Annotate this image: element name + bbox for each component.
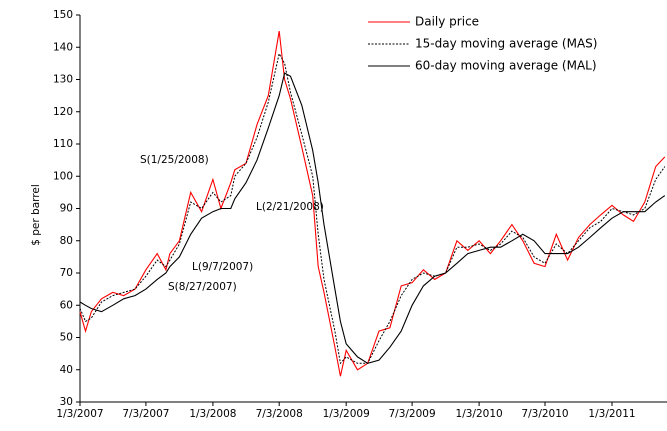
legend-label: 15-day moving average (MAS) (415, 37, 597, 51)
x-tick-label: 7/3/2007 (122, 408, 169, 420)
y-axis-label: $ per barrel (30, 184, 42, 246)
annotation: L(2/21/2008) (256, 201, 324, 213)
annotation: S(8/27/2007) (168, 281, 237, 293)
annotation: S(1/25/2008) (140, 154, 209, 166)
x-tick-label: 7/3/2008 (256, 408, 303, 420)
series-line (79, 72, 666, 364)
y-tick-label: 70 (60, 267, 73, 279)
y-tick-label: 150 (53, 9, 73, 21)
x-tick-label: 1/3/2009 (323, 408, 370, 420)
x-tick-label: 1/3/2010 (456, 408, 503, 420)
series-line (79, 31, 666, 377)
y-tick-label: 50 (60, 332, 73, 344)
y-tick-label: 130 (53, 74, 73, 86)
y-tick-label: 90 (60, 203, 73, 215)
x-tick-label: 1/3/2007 (56, 408, 103, 420)
x-tick-label: 1/3/2011 (588, 408, 635, 420)
legend-label: Daily price (415, 15, 479, 29)
y-tick-label: 120 (53, 106, 73, 118)
y-tick-label: 140 (53, 41, 73, 53)
y-tick-label: 30 (60, 396, 73, 408)
y-tick-label: 60 (60, 299, 73, 311)
series-line (79, 52, 666, 365)
y-tick-label: 110 (53, 138, 73, 150)
y-tick-label: 100 (53, 170, 73, 182)
x-tick-label: 7/3/2009 (389, 408, 436, 420)
legend-label: 60-day moving average (MAL) (415, 59, 597, 73)
annotation: L(9/7/2007) (192, 261, 253, 273)
y-tick-label: 40 (60, 364, 73, 376)
y-tick-label: 80 (60, 235, 73, 247)
x-tick-label: 7/3/2010 (521, 408, 568, 420)
x-tick-label: 1/3/2008 (189, 408, 236, 420)
